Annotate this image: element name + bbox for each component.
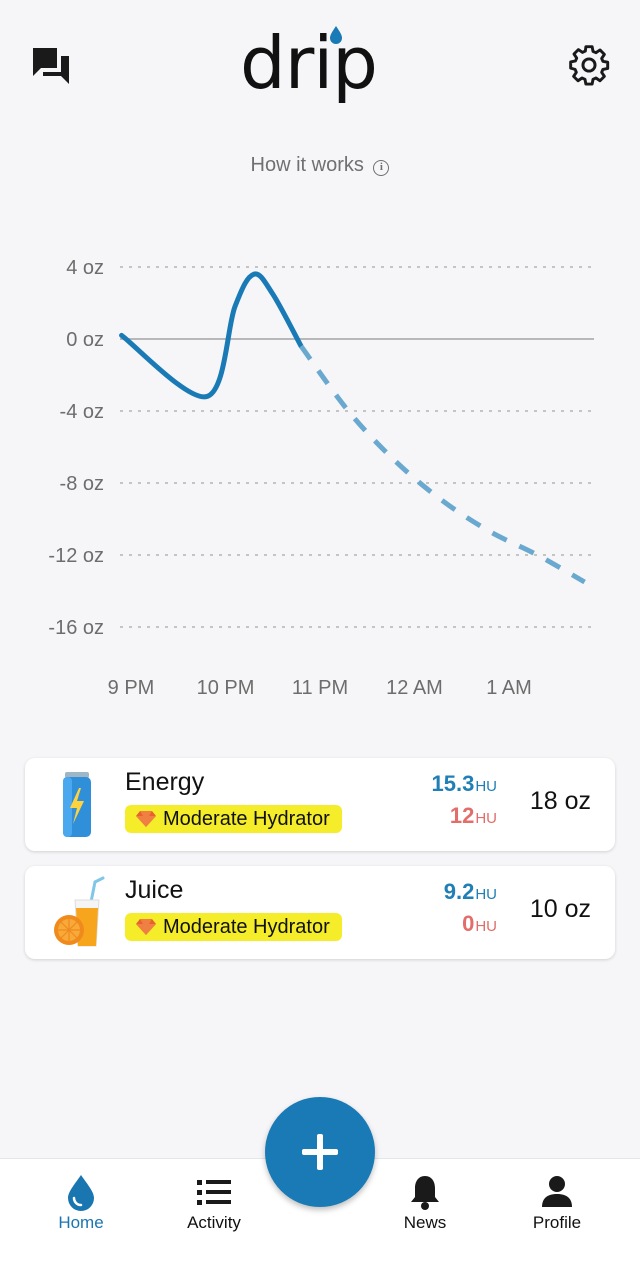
gem-icon	[136, 811, 156, 827]
y-tick-label: -4 oz	[60, 401, 104, 423]
how-it-works-label: How it works	[250, 154, 364, 176]
list-icon	[197, 1180, 231, 1205]
nav-label: Home	[58, 1213, 104, 1232]
y-tick-label: -12 oz	[48, 545, 104, 567]
energy-can-icon	[63, 772, 91, 837]
x-tick-label: 12 AM	[386, 677, 443, 699]
badge-label: Moderate Hydrator	[163, 808, 330, 830]
nav-item-profile[interactable]: Profile	[502, 1169, 612, 1249]
info-icon: i	[373, 160, 390, 176]
hu-negative-value: 0HU	[462, 911, 497, 936]
nav-item-activity[interactable]: Activity	[159, 1169, 269, 1249]
gem-icon	[136, 919, 156, 935]
y-tick-label: -16 oz	[48, 617, 104, 639]
drink-amount: 10 oz	[529, 895, 591, 923]
hydration-chart: 4 oz 0 oz -4 oz -8 oz -12 oz -16 oz 9 PM 10 PM 1…	[48, 257, 594, 699]
nav-label: Activity	[187, 1213, 241, 1232]
y-tick-label: -8 oz	[60, 473, 104, 495]
nav-label: News	[403, 1213, 447, 1232]
nav-item-news[interactable]: News	[370, 1169, 480, 1249]
drink-amount: 18 oz	[529, 787, 591, 815]
juice-glass-icon	[54, 876, 105, 947]
how-it-works-link[interactable]: How it works i	[0, 154, 640, 177]
plus-icon	[302, 1134, 338, 1170]
drink-card-energy[interactable]: Energy Moderate Hydrator 15.3HU 12HU 18 …	[25, 758, 615, 851]
nav-label: Profile	[532, 1213, 582, 1232]
hydrator-badge: Moderate Hydrator	[125, 805, 342, 833]
drop-icon	[68, 1175, 94, 1211]
drink-card-juice[interactable]: Juice Moderate Hydrator 9.2HU 0HU 10 oz	[25, 866, 615, 959]
projected-series-line	[299, 344, 586, 585]
x-tick-label: 1 AM	[486, 677, 532, 699]
hydrator-badge: Moderate Hydrator	[125, 913, 342, 941]
y-tick-label: 4 oz	[66, 257, 104, 279]
hu-positive-value: 15.3HU	[431, 771, 498, 796]
logo-drop-icon	[330, 26, 342, 44]
chat-bubbles-icon	[33, 48, 69, 84]
gear-icon	[569, 45, 610, 86]
drip-logo: drip	[240, 21, 400, 112]
drink-name: Energy	[125, 768, 205, 796]
drink-name: Juice	[125, 876, 184, 904]
nav-item-home[interactable]: Home	[26, 1169, 136, 1249]
settings-button[interactable]	[564, 40, 614, 90]
chat-button[interactable]	[26, 40, 76, 90]
actual-series-line	[119, 271, 304, 400]
top-bar: drip	[0, 0, 640, 130]
x-tick-label: 11 PM	[292, 677, 348, 699]
hu-negative-value: 12HU	[449, 803, 497, 828]
x-tick-label: 10 PM	[197, 677, 255, 699]
x-tick-label: 9 PM	[108, 677, 155, 699]
person-icon	[542, 1176, 572, 1207]
y-tick-label: 0 oz	[66, 329, 104, 351]
add-drink-button[interactable]	[265, 1097, 375, 1207]
logo-text: drip	[240, 22, 377, 105]
hu-positive-value: 9.2HU	[443, 879, 497, 904]
badge-label: Moderate Hydrator	[163, 916, 330, 938]
bell-icon	[411, 1176, 439, 1210]
